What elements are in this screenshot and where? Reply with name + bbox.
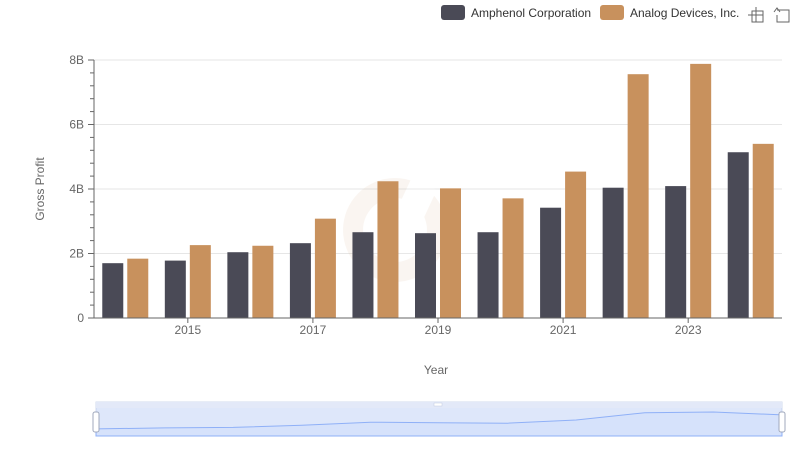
bar-analog-devices-2014[interactable] — [127, 258, 149, 318]
bar-analog-devices-2023[interactable] — [690, 63, 712, 319]
bar-analog-devices-2024[interactable] — [752, 143, 774, 318]
bar-amphenol-2018[interactable] — [352, 232, 374, 318]
x-tick-label: 2023 — [675, 323, 702, 337]
bar-amphenol-2019[interactable] — [415, 233, 436, 318]
y-tick-label: 2B — [69, 247, 84, 261]
legend-swatch — [441, 5, 465, 20]
bar-analog-devices-2015[interactable] — [189, 245, 211, 318]
x-tick-label: 2019 — [425, 323, 452, 337]
bar-amphenol-2015[interactable] — [164, 260, 186, 318]
bar-amphenol-2014[interactable] — [102, 263, 124, 318]
y-tick-label: 6B — [69, 118, 84, 132]
bar-analog-devices-2022[interactable] — [627, 74, 649, 318]
legend-label: Amphenol Corporation — [471, 6, 591, 20]
bar-analog-devices-2018[interactable] — [377, 181, 399, 318]
bar-amphenol-2022[interactable] — [602, 187, 624, 318]
toolbox — [748, 7, 790, 23]
y-tick-label: 4B — [69, 182, 84, 196]
x-tick-label: 2017 — [300, 323, 327, 337]
x-tick-label: 2021 — [550, 323, 577, 337]
bar-amphenol-2021[interactable] — [540, 207, 562, 318]
data-zoom-left-handle[interactable] — [92, 411, 100, 433]
bar-amphenol-2024[interactable] — [727, 152, 749, 318]
axes: 0 2B 4B 6B 8B 2015 2017 2019 2021 2023 — [69, 53, 782, 337]
bar-analog-devices-2017[interactable] — [314, 218, 336, 318]
bar-amphenol-2017[interactable] — [289, 243, 311, 318]
zoom-icon[interactable] — [748, 7, 764, 23]
bar-amphenol-2023[interactable] — [665, 186, 687, 318]
bars — [102, 63, 774, 319]
legend-item-amphenol[interactable]: Amphenol Corporation — [441, 5, 591, 20]
data-zoom-move-handle[interactable] — [433, 402, 443, 407]
y-tick-label: 8B — [69, 53, 84, 67]
bar-amphenol-2020[interactable] — [477, 232, 499, 318]
bar-amphenol-2016[interactable] — [227, 252, 249, 318]
data-zoom-slider[interactable] — [92, 401, 786, 437]
data-zoom-preview-area — [95, 411, 783, 437]
legend-label: Analog Devices, Inc. — [630, 6, 739, 20]
bar-analog-devices-2019[interactable] — [440, 188, 461, 318]
x-tick-label: 2015 — [174, 323, 201, 337]
legend-item-analog-devices[interactable]: Analog Devices, Inc. — [600, 5, 739, 20]
x-axis-title: Year — [424, 363, 448, 377]
bar-analog-devices-2021[interactable] — [565, 171, 587, 318]
bar-analog-devices-2020[interactable] — [502, 198, 524, 318]
legend-swatch — [600, 5, 624, 20]
restore-icon[interactable] — [773, 7, 790, 23]
legend[interactable]: Amphenol Corporation Analog Devices, Inc. — [441, 5, 739, 20]
y-axis-title: Gross Profit — [33, 157, 47, 221]
data-zoom-right-handle[interactable] — [778, 411, 786, 433]
bar-analog-devices-2016[interactable] — [252, 245, 274, 318]
y-tick-label: 0 — [77, 311, 84, 325]
